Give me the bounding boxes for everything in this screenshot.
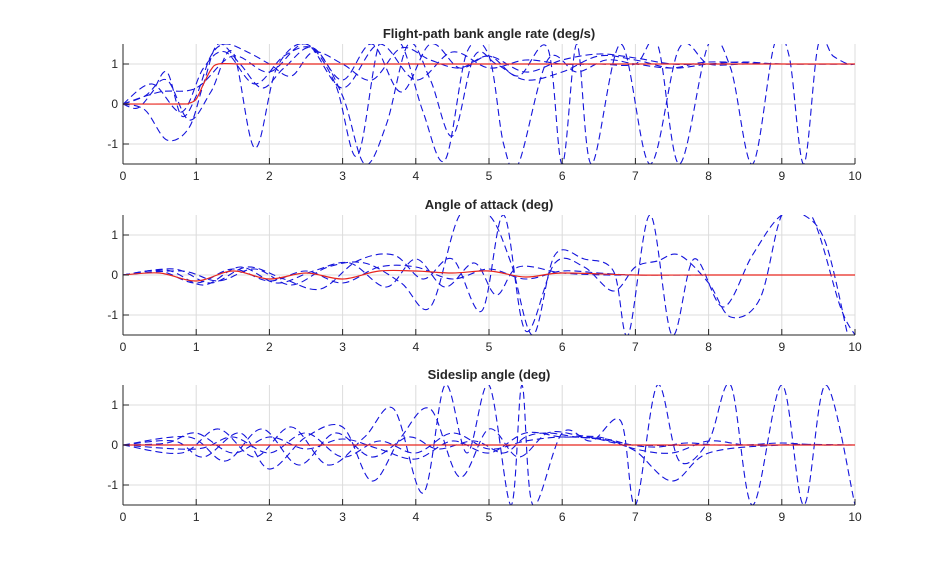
chart-title: Angle of attack (deg) (425, 197, 554, 212)
y-tick-label: 1 (111, 57, 118, 71)
x-tick-label: 10 (848, 169, 862, 183)
x-tick-label: 0 (120, 169, 127, 183)
series-group (123, 44, 855, 164)
x-tick-label: 2 (266, 510, 273, 524)
series-line-run-3 (123, 215, 849, 335)
x-tick-label: 3 (339, 510, 346, 524)
series-line-run-1 (123, 44, 855, 118)
x-tick-label: 8 (705, 510, 712, 524)
series-line-run-4 (123, 44, 855, 164)
x-tick-label: 6 (559, 510, 566, 524)
x-tick-label: 7 (632, 510, 639, 524)
x-tick-label: 5 (486, 169, 493, 183)
x-tick-label: 8 (705, 169, 712, 183)
reference-line (123, 269, 855, 282)
x-tick-label: 6 (559, 340, 566, 354)
x-tick-label: 9 (778, 169, 785, 183)
y-tick-label: 1 (111, 228, 118, 242)
x-tick-label: 10 (848, 510, 862, 524)
chart-title: Flight-path bank angle rate (deg/s) (383, 26, 595, 41)
y-tick-label: -1 (107, 308, 118, 322)
x-tick-label: 4 (412, 510, 419, 524)
chart-title: Sideslip angle (deg) (428, 367, 551, 382)
x-tick-label: 3 (339, 169, 346, 183)
reference-line (123, 62, 855, 105)
x-tick-label: 9 (778, 340, 785, 354)
x-tick-label: 7 (632, 169, 639, 183)
y-tick-label: 0 (111, 97, 118, 111)
x-tick-label: 7 (632, 340, 639, 354)
x-tick-label: 1 (193, 510, 200, 524)
x-tick-label: 0 (120, 340, 127, 354)
x-tick-label: 1 (193, 340, 200, 354)
x-tick-label: 9 (778, 510, 785, 524)
series-line-run-4 (123, 215, 855, 335)
y-tick-label: -1 (107, 137, 118, 151)
x-tick-label: 5 (486, 510, 493, 524)
x-tick-label: 1 (193, 169, 200, 183)
x-tick-label: 4 (412, 169, 419, 183)
series-group (123, 385, 855, 505)
y-tick-label: 0 (111, 438, 118, 452)
x-tick-label: 10 (848, 340, 862, 354)
series-group (123, 215, 855, 335)
x-tick-label: 2 (266, 340, 273, 354)
y-tick-label: 1 (111, 398, 118, 412)
y-tick-label: -1 (107, 478, 118, 492)
series-line-run-2 (123, 44, 855, 164)
x-tick-label: 4 (412, 340, 419, 354)
x-tick-label: 8 (705, 340, 712, 354)
x-tick-label: 0 (120, 510, 127, 524)
y-tick-label: 0 (111, 268, 118, 282)
x-tick-label: 6 (559, 169, 566, 183)
x-tick-label: 2 (266, 169, 273, 183)
series-line-run-3 (123, 385, 855, 505)
x-tick-label: 5 (486, 340, 493, 354)
x-tick-label: 3 (339, 340, 346, 354)
